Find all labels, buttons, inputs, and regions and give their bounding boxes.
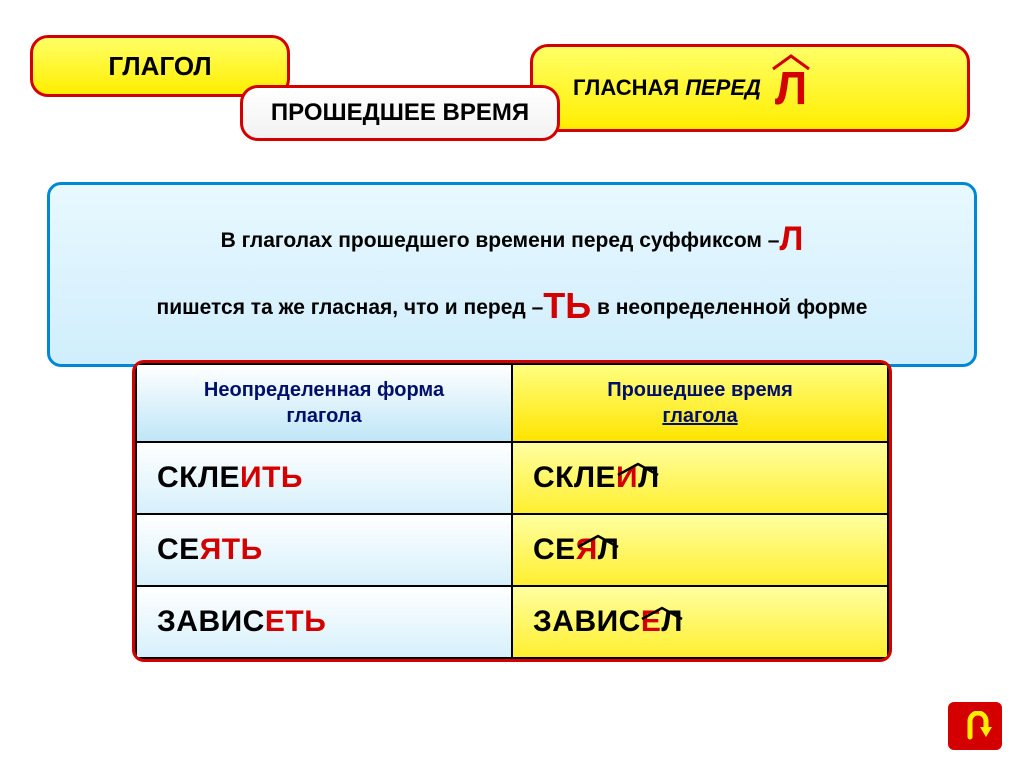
col-left-line1: Неопределенная форма [204, 379, 444, 401]
back-button[interactable] [948, 702, 1002, 750]
cell-infinitive: ЗАВИСЕТЬ [136, 586, 512, 658]
cell-infinitive: СЕЯТЬ [136, 514, 512, 586]
cell-past: СЕЯЛ [512, 514, 888, 586]
inf-highlight: ЕТЬ [265, 605, 326, 638]
cell-past: СКЛЕИЛ [512, 442, 888, 514]
col-header-infinitive: Неопределенная форма глагола [136, 364, 512, 442]
table-row: СКЛЕИТЬ СКЛЕИЛ [136, 442, 888, 514]
past-stem: СКЛЕ [533, 461, 616, 494]
table-body: СКЛЕИТЬ СКЛЕИЛ СЕЯТЬ СЕЯЛ ЗАВИСЕТЬ [136, 442, 888, 658]
rule-line2-text-a: пишется та же гласная, что и перед – [157, 296, 544, 319]
rule-box: В глаголах прошедшего времени перед суфф… [47, 182, 977, 367]
rule-line-2: пишется та же гласная, что и перед –ТЬ в… [74, 272, 950, 340]
col-right-line1: Прошедшее время [607, 379, 793, 401]
caret-icon [615, 451, 661, 467]
header-row: ГЛАГОЛ ГЛАСНАЯ ПЕРЕД Л ПРОШЕДШЕЕ ВРЕМЯ [0, 20, 1024, 140]
past-suffix-roof: ИЛ [616, 461, 660, 495]
rule-line2-letter: ТЬ [543, 285, 591, 326]
examples-table: Неопределенная форма глагола Прошедшее в… [135, 363, 889, 659]
col-header-past: Прошедшее время глагола [512, 364, 888, 442]
examples-table-wrap: Неопределенная форма глагола Прошедшее в… [132, 360, 892, 662]
inf-stem: ЗАВИС [157, 605, 265, 638]
vowel-pill: ГЛАСНАЯ ПЕРЕД Л [530, 44, 970, 132]
vowel-label-italic: ПЕРЕД [685, 75, 761, 101]
past-stem: СЕ [533, 533, 576, 566]
verb-label: ГЛАГОЛ [108, 51, 211, 82]
past-stem: ЗАВИС [533, 605, 641, 638]
rule-line2-text-b: в неопределенной форме [591, 296, 867, 319]
vowel-label-main: ГЛАСНАЯ [573, 75, 679, 101]
inf-highlight: ИТЬ [240, 461, 303, 494]
inf-stem: СЕ [157, 533, 200, 566]
past-suffix-roof: ЕЛ [641, 605, 683, 639]
rule-line1-text: В глаголах прошедшего времени перед суфф… [221, 229, 780, 252]
inf-stem: СКЛЕ [157, 461, 240, 494]
cell-past: ЗАВИСЕЛ [512, 586, 888, 658]
roof-icon [771, 53, 811, 71]
vowel-letter-roof: Л [775, 61, 807, 115]
past-pill: ПРОШЕДШЕЕ ВРЕМЯ [240, 85, 560, 141]
table-header-row: Неопределенная форма глагола Прошедшее в… [136, 364, 888, 442]
table-row: ЗАВИСЕТЬ ЗАВИСЕЛ [136, 586, 888, 658]
table-row: СЕЯТЬ СЕЯЛ [136, 514, 888, 586]
cell-infinitive: СКЛЕИТЬ [136, 442, 512, 514]
rule-line1-letter: Л [779, 220, 803, 258]
rule-line-1: В глаголах прошедшего времени перед суфф… [74, 207, 950, 272]
caret-icon [639, 595, 685, 611]
u-turn-icon [958, 711, 992, 741]
caret-icon [575, 523, 621, 539]
col-right-line2: глагола [662, 405, 737, 427]
past-suffix-roof: ЯЛ [576, 533, 620, 567]
col-left-line2: глагола [286, 405, 361, 427]
inf-highlight: ЯТЬ [200, 533, 263, 566]
past-label: ПРОШЕДШЕЕ ВРЕМЯ [271, 99, 529, 127]
